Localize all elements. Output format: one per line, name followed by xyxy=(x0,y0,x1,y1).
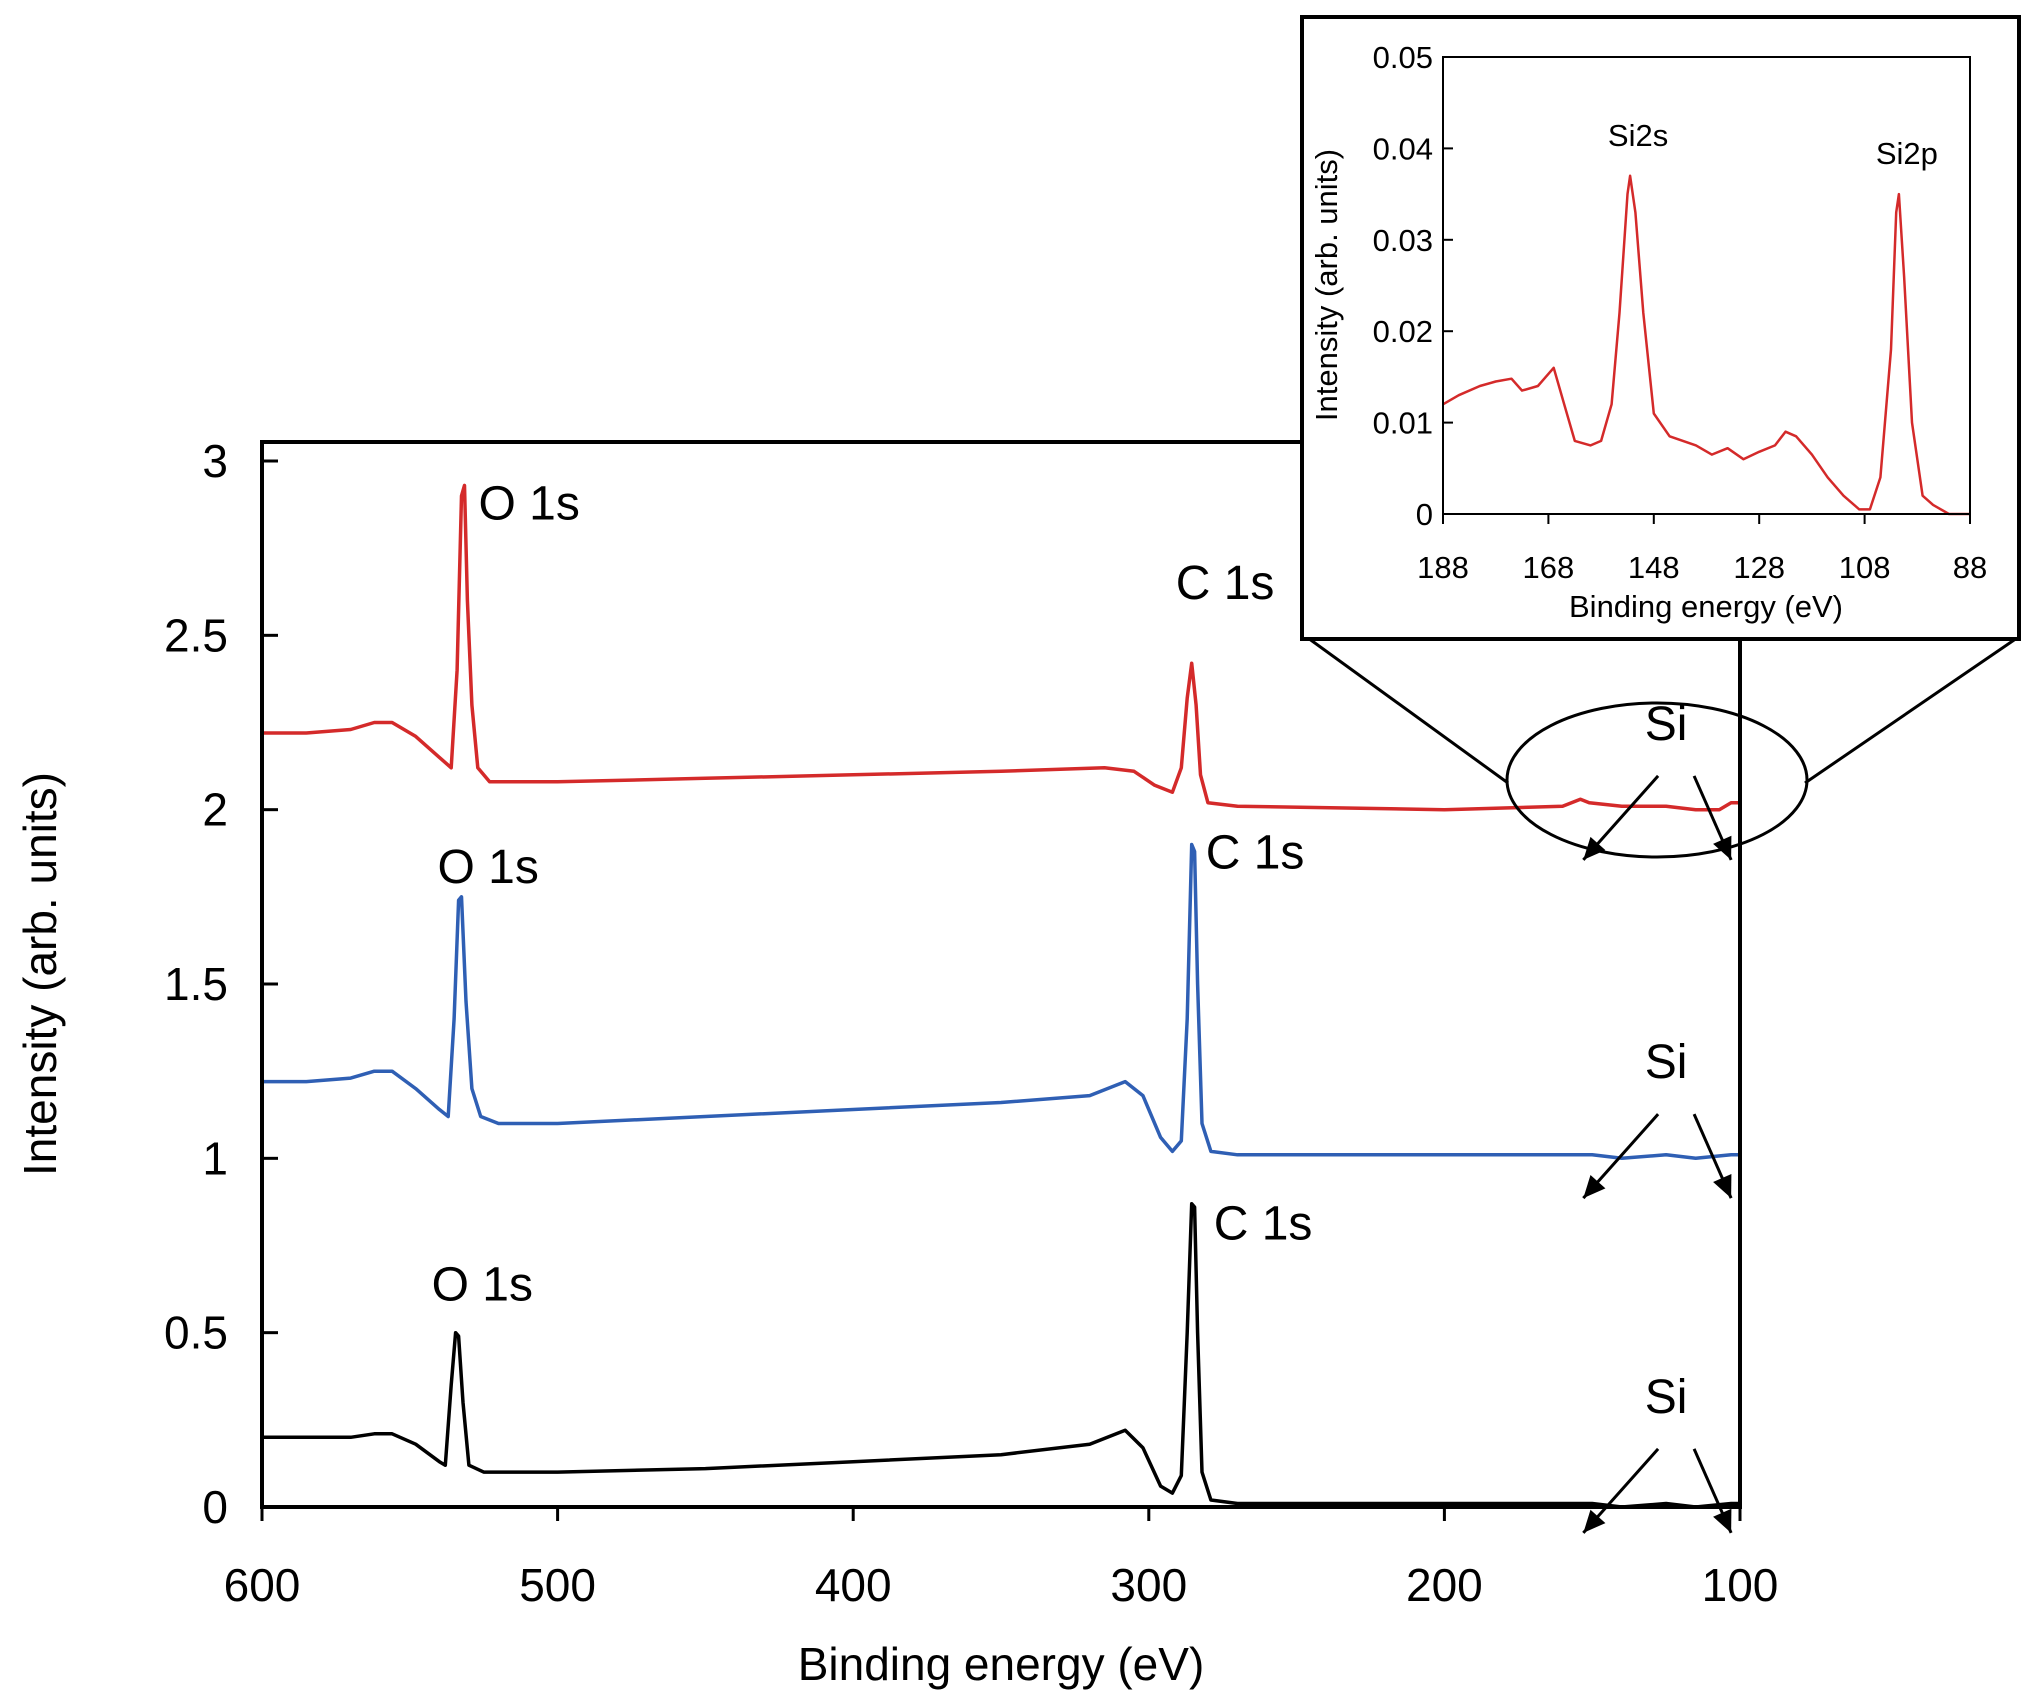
inset-peak-labels: Si2s Si2p xyxy=(1608,118,1938,171)
si-arrow-head-red xyxy=(1583,836,1606,860)
series-line-black xyxy=(262,1201,1740,1509)
y-tick-label: 0.5 xyxy=(164,1307,228,1359)
series-line-red xyxy=(262,483,1740,812)
inset-y-tick-label: 0.01 xyxy=(1373,406,1433,441)
y-tick-label: 2 xyxy=(202,784,228,836)
inset-y-tick-label: 0.02 xyxy=(1373,314,1433,349)
si-arrow-head-blue xyxy=(1713,1173,1732,1199)
si-arrow-head-blue xyxy=(1583,1175,1606,1199)
inset-y-tick-label: 0.05 xyxy=(1373,40,1433,75)
inset-x-tick-label: 168 xyxy=(1523,550,1575,585)
zoom-line-left xyxy=(1307,636,1509,785)
y-tick-label: 1 xyxy=(202,1132,228,1184)
x-tick-label: 200 xyxy=(1406,1559,1483,1611)
main-chart: O 1s C 1s Si O 1s C 1s Si O 1s C 1s Si 0 0.5 1 1.5 2… xyxy=(14,435,1778,1690)
inset-y-axis-label: Intensity (arb. units) xyxy=(1309,149,1344,421)
inset-plot-frame xyxy=(1442,56,1971,515)
peak-label-o1s-black: O 1s xyxy=(432,1259,533,1312)
zoom-connector xyxy=(1307,636,2018,859)
main-peak-labels: O 1s C 1s Si O 1s C 1s Si O 1s C 1s Si xyxy=(432,477,1688,1424)
inset-y-tick-label: 0.03 xyxy=(1373,223,1433,258)
inset-x-tick-label: 88 xyxy=(1953,550,1987,585)
main-y-axis-label: Intensity (arb. units) xyxy=(14,772,66,1176)
x-tick-label: 500 xyxy=(519,1559,596,1611)
y-tick-label: 1.5 xyxy=(164,958,228,1010)
y-tick-label: 3 xyxy=(202,435,228,487)
main-y-ticks: 0 0.5 1 1.5 2 2.5 3 xyxy=(164,435,278,1533)
main-x-axis-label: Binding energy (eV) xyxy=(798,1638,1205,1690)
peak-label-o1s-red: O 1s xyxy=(479,477,580,530)
inset-chart: Si2s Si2p 0 0.01 0.02 0.03 0.04 0.05 188 168 148… xyxy=(1300,15,2021,641)
inset-x-tick-label: 128 xyxy=(1733,550,1785,585)
inset-x-tick-label: 188 xyxy=(1417,550,1469,585)
inset-y-tick-label: 0 xyxy=(1416,497,1433,532)
si-arrow-head-black xyxy=(1583,1509,1606,1533)
inset-series-line xyxy=(1442,174,1970,516)
main-x-ticks: 600 500 400 300 200 100 xyxy=(224,1507,1779,1611)
y-tick-label: 2.5 xyxy=(164,609,228,661)
inset-series-group xyxy=(1442,174,1970,516)
inset-y-ticks: 0 0.01 0.02 0.03 0.04 0.05 xyxy=(1373,40,1453,532)
peak-label-si-blue: Si xyxy=(1645,1036,1688,1089)
peak-label-si-red: Si xyxy=(1645,698,1688,751)
si-arrow-head-black xyxy=(1713,1508,1732,1533)
series-line-blue xyxy=(262,842,1740,1161)
peak-label-c1s-black: C 1s xyxy=(1214,1198,1313,1251)
inset-x-tick-label: 148 xyxy=(1628,550,1680,585)
inset-peak-label-si2s: Si2s xyxy=(1608,118,1668,153)
inset-peak-label-si2p: Si2p xyxy=(1876,136,1938,171)
inset-x-tick-label: 108 xyxy=(1839,550,1891,585)
y-tick-label: 0 xyxy=(202,1481,228,1533)
inset-x-ticks: 188 168 148 128 108 88 xyxy=(1417,514,1987,585)
peak-label-si-black: Si xyxy=(1645,1371,1688,1424)
x-tick-label: 400 xyxy=(815,1559,892,1611)
inset-box xyxy=(1300,15,2021,641)
inset-x-axis-label: Binding energy (eV) xyxy=(1569,589,1843,624)
inset-y-tick-label: 0.04 xyxy=(1373,131,1433,166)
x-tick-label: 600 xyxy=(224,1559,301,1611)
zoom-line-right xyxy=(1804,636,2018,785)
main-plot-frame xyxy=(260,440,1742,1509)
peak-label-c1s-blue: C 1s xyxy=(1206,827,1305,880)
peak-label-c1s-red: C 1s xyxy=(1176,557,1275,610)
x-tick-label: 300 xyxy=(1110,1559,1187,1611)
main-series-group xyxy=(262,483,1740,1509)
peak-label-o1s-blue: O 1s xyxy=(438,841,539,894)
x-tick-label: 100 xyxy=(1702,1559,1779,1611)
si-arrows xyxy=(1582,774,1733,1534)
